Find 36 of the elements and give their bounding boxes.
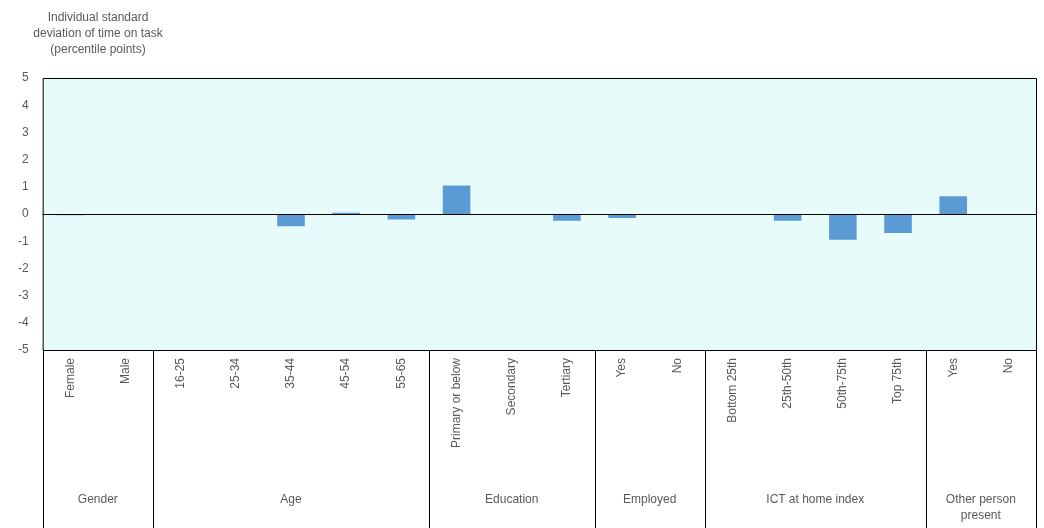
text: Age: [280, 492, 302, 507]
y-tick-label: -3: [18, 287, 29, 302]
y-tick-label: 2: [21, 151, 29, 166]
x-tick-label: No: [1000, 357, 1015, 374]
y-axis-title: Individual standard deviation of time on task (percentile points): [33, 10, 164, 57]
x-tick-label: 25th-50th: [779, 358, 794, 409]
x-tick-label: Primary or below: [448, 357, 463, 449]
x-tick-label: 45-54: [338, 357, 353, 389]
x-tick-label: 50th-75th: [835, 358, 850, 409]
x-tick-label: Top 75th: [890, 358, 905, 405]
text: Other person present: [945, 492, 1016, 523]
x-tick-label: Male: [117, 357, 132, 385]
x-tick-label: Bottom 25th: [724, 358, 739, 423]
y-tick-label: -1: [18, 233, 29, 248]
x-tick-label: 16-25: [172, 357, 187, 389]
x-tick-label: 35-44: [283, 357, 298, 389]
x-tick-label: 55-65: [393, 357, 408, 389]
x-tick-label: Female: [62, 357, 77, 399]
x-tick-label: Yes: [945, 358, 960, 378]
x-tick-label: 25-34: [228, 357, 243, 389]
y-tick-label: 1: [21, 179, 29, 194]
y-tick-label: -5: [18, 342, 29, 357]
x-tick-label: Secondary: [504, 358, 519, 416]
text: Employed: [623, 492, 677, 507]
text: Gender: [77, 492, 118, 507]
y-tick-label: -2: [18, 260, 29, 275]
y-tick-label: 0: [21, 206, 29, 221]
y-tick-label: 5: [21, 70, 29, 85]
y-tick-label: 4: [21, 97, 29, 112]
text: Education: [485, 492, 539, 507]
text: ICT at home index: [766, 492, 865, 507]
y-tick-label: 3: [21, 124, 29, 139]
y-tick-label: -4: [18, 315, 29, 330]
x-tick-label: Tertiary: [559, 358, 574, 398]
x-tick-label: No: [669, 357, 684, 374]
x-tick-label: Yes: [614, 358, 629, 378]
